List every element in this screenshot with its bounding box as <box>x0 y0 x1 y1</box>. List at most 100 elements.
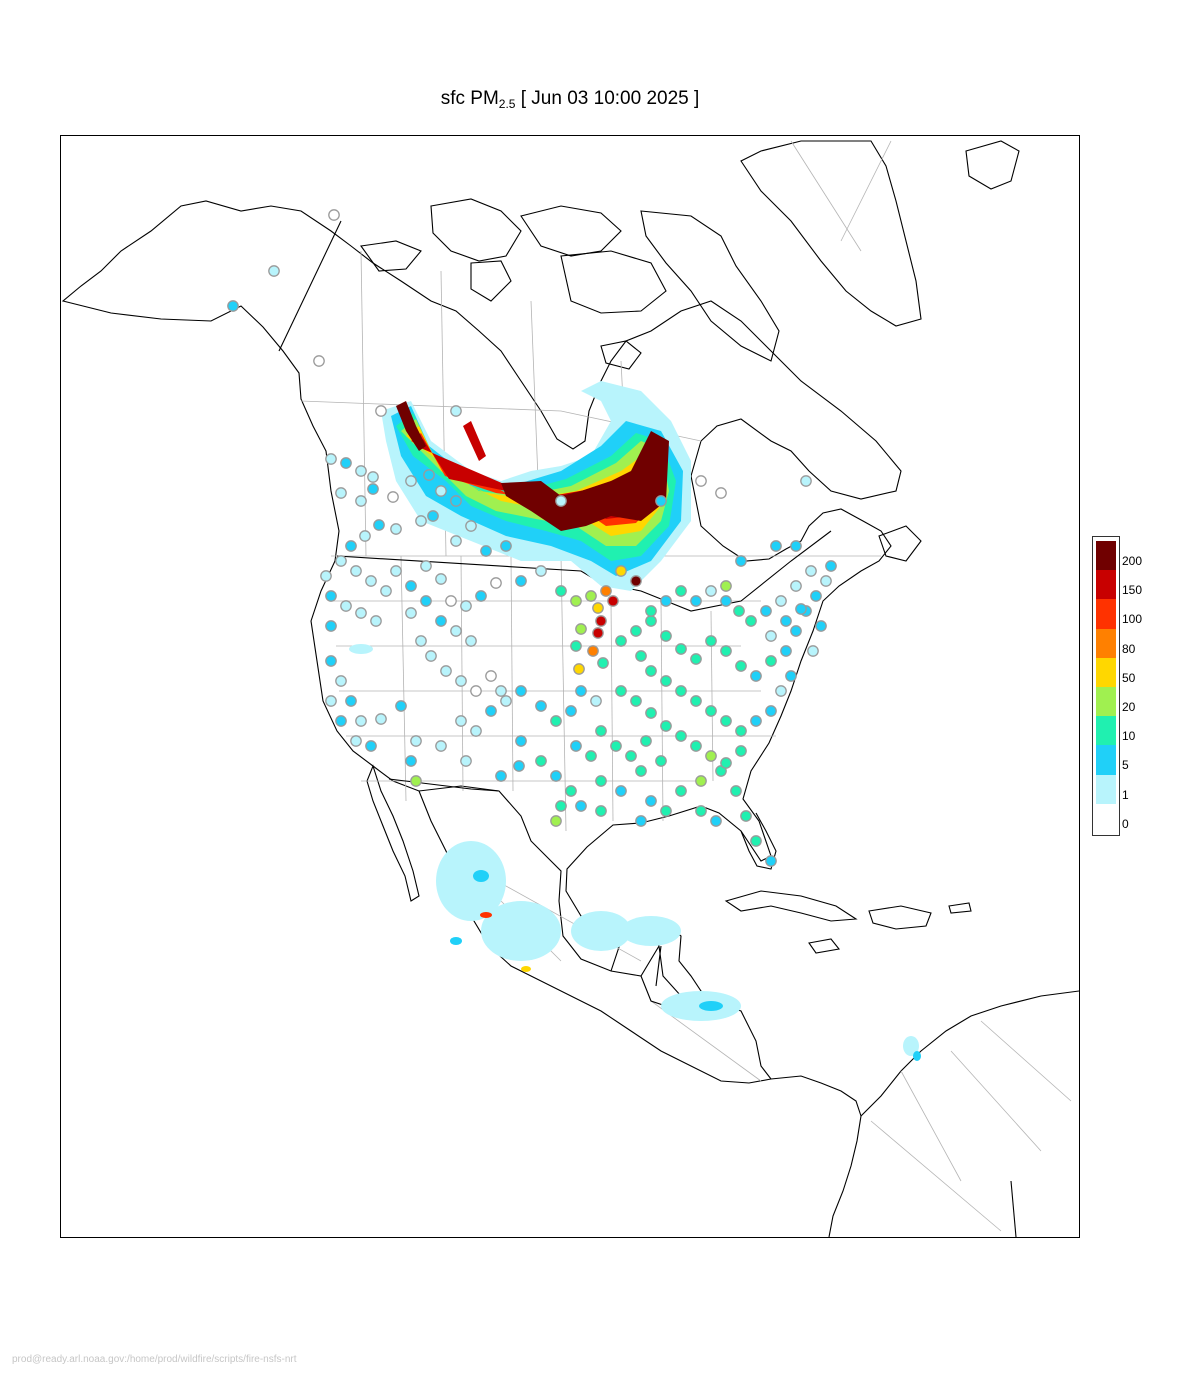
station-marker <box>465 635 477 647</box>
station-marker <box>440 665 452 677</box>
station-marker <box>450 495 462 507</box>
legend-swatch <box>1096 774 1116 804</box>
station-marker <box>465 520 477 532</box>
station-marker <box>607 595 619 607</box>
station-marker <box>645 615 657 627</box>
map-frame <box>60 135 1080 1238</box>
station-marker <box>745 615 757 627</box>
legend-swatch <box>1096 803 1116 833</box>
station-marker <box>500 540 512 552</box>
station-marker <box>765 655 777 667</box>
station-marker <box>655 495 667 507</box>
station-marker <box>735 745 747 757</box>
station-marker <box>550 715 562 727</box>
station-marker <box>495 685 507 697</box>
station-marker <box>555 800 567 812</box>
station-marker <box>790 540 802 552</box>
station-marker <box>690 653 702 665</box>
color-legend <box>1092 536 1120 836</box>
station-marker <box>595 725 607 737</box>
station-marker <box>660 630 672 642</box>
station-marker <box>705 705 717 717</box>
station-marker <box>405 580 417 592</box>
station-marker <box>820 575 832 587</box>
station-marker <box>750 670 762 682</box>
station-marker <box>587 645 599 657</box>
station-marker <box>355 715 367 727</box>
station-marker <box>455 715 467 727</box>
station-marker <box>675 643 687 655</box>
station-marker <box>325 453 337 465</box>
station-marker <box>335 675 347 687</box>
pm25-map <box>61 140 1079 1237</box>
station-marker <box>335 715 347 727</box>
station-marker <box>565 785 577 797</box>
station-marker <box>675 585 687 597</box>
station-marker <box>675 785 687 797</box>
station-marker <box>420 560 432 572</box>
station-marker <box>555 585 567 597</box>
station-marker <box>640 735 652 747</box>
station-marker <box>405 475 417 487</box>
legend-swatch <box>1096 599 1116 629</box>
station-marker <box>675 685 687 697</box>
station-marker <box>460 755 472 767</box>
station-marker <box>555 495 567 507</box>
station-marker <box>615 565 627 577</box>
station-marker <box>765 630 777 642</box>
station-marker <box>660 675 672 687</box>
station-marker <box>350 565 362 577</box>
station-marker <box>785 670 797 682</box>
station-marker <box>435 740 447 752</box>
station-marker <box>780 615 792 627</box>
station-marker <box>490 577 502 589</box>
station-marker <box>735 725 747 737</box>
station-marker <box>450 405 462 417</box>
station-marker <box>355 465 367 477</box>
station-marker <box>655 755 667 767</box>
smoke-south-high <box>480 912 531 972</box>
station-marker <box>760 605 772 617</box>
station-marker <box>695 805 707 817</box>
station-marker <box>268 265 280 277</box>
station-marker <box>410 775 422 787</box>
station-marker <box>365 740 377 752</box>
monitor-stations <box>227 209 837 867</box>
station-marker <box>775 685 787 697</box>
station-marker <box>423 469 435 481</box>
station-marker <box>450 625 462 637</box>
smoke-south-mid <box>450 870 921 1061</box>
station-marker <box>710 815 722 827</box>
station-marker <box>355 607 367 619</box>
station-marker <box>585 750 597 762</box>
station-marker <box>535 565 547 577</box>
station-marker <box>550 770 562 782</box>
station-marker <box>328 209 340 221</box>
station-marker <box>535 700 547 712</box>
station-marker <box>615 635 627 647</box>
station-marker <box>370 615 382 627</box>
station-marker <box>740 810 752 822</box>
station-marker <box>380 585 392 597</box>
station-marker <box>585 590 597 602</box>
legend-label: 100 <box>1122 612 1143 627</box>
station-marker <box>575 685 587 697</box>
station-marker <box>790 580 802 592</box>
station-marker <box>735 660 747 672</box>
station-marker <box>595 615 607 627</box>
station-marker <box>660 720 672 732</box>
station-marker <box>550 815 562 827</box>
station-marker <box>600 585 612 597</box>
legend-label: 150 <box>1122 583 1143 598</box>
station-marker <box>770 540 782 552</box>
station-marker <box>790 625 802 637</box>
station-marker <box>807 645 819 657</box>
country-borders <box>278 220 1017 1237</box>
station-marker <box>335 555 347 567</box>
station-marker <box>480 545 492 557</box>
station-marker <box>415 635 427 647</box>
station-marker <box>485 705 497 717</box>
station-marker <box>645 707 657 719</box>
station-marker <box>435 485 447 497</box>
legend-label: 50 <box>1122 670 1136 685</box>
